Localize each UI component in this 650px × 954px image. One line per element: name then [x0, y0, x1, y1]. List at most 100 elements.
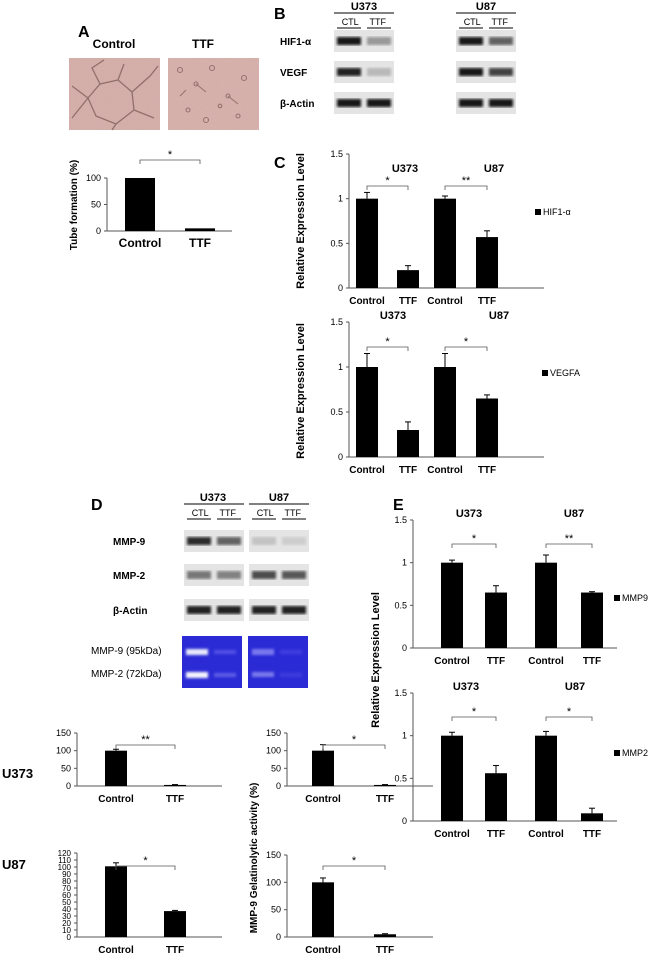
y-tick-label: 100 — [58, 863, 72, 872]
y-tick-label: 10 — [62, 926, 71, 935]
bar-ttf — [185, 228, 215, 231]
y-tick-label: 50 — [271, 763, 281, 773]
legend-label: MMP2 — [622, 748, 648, 758]
bar-control — [105, 866, 127, 937]
lane-label: CTL — [257, 508, 274, 518]
cell-line-label: U87 — [269, 492, 289, 504]
x-tick-label: TTF — [376, 945, 394, 954]
bar-control — [441, 562, 463, 648]
blot-band — [252, 571, 276, 579]
bar-control — [312, 882, 334, 937]
chart-mmp2-expression: 0 0.5 1 1.5 Control TTF Control TTF * * U373 U87 MMP… — [394, 681, 648, 840]
lane-label: CTL — [464, 17, 481, 27]
y-tick-label: 0.5 — [330, 238, 343, 248]
group-label: U87 — [564, 508, 584, 520]
lane-label: TTF — [285, 508, 302, 518]
significance-mark: * — [472, 533, 477, 545]
blot-row-label: MMP-9 — [113, 537, 146, 548]
y-tick-label: 100 — [266, 746, 281, 756]
significance-mark: * — [385, 175, 390, 187]
x-tick-label: Control — [305, 945, 341, 954]
bar-control — [105, 750, 127, 786]
blot-strip — [334, 30, 394, 52]
bar-control — [441, 735, 463, 821]
chart-mmp2-gelatinolytic-u373: 0 50 100 150 Control TTF * — [266, 728, 433, 805]
blot-band — [282, 571, 306, 579]
bar-ttf — [476, 398, 498, 457]
y-tick-label: 150 — [56, 728, 71, 738]
y-tick-label: 1 — [402, 558, 407, 568]
chart-tube-formation: 0 50 100 Control TTF * Tube formation (%) — [69, 149, 232, 250]
significance-bracket — [322, 744, 386, 749]
significance-bracket — [139, 159, 201, 164]
x-tick-label: TTF — [487, 656, 505, 667]
y-tick-label: 40 — [62, 905, 71, 914]
bar-ttf — [374, 784, 396, 786]
y-tick-label: 0 — [66, 781, 71, 791]
y-tick-label: 1.5 — [330, 149, 343, 159]
x-tick-label: TTF — [166, 794, 184, 805]
micrograph-control — [69, 58, 160, 131]
y-tick-label: 150 — [266, 728, 281, 738]
lane-label: TTF — [370, 17, 387, 27]
blot-band — [217, 606, 241, 614]
blot-band — [459, 68, 483, 76]
x-tick-label: Control — [349, 465, 385, 476]
zymography: MMP-9 (95kDa) MMP-2 (72kDa) — [91, 636, 308, 688]
significance-bracket — [366, 346, 409, 351]
significance-mark: * — [464, 336, 469, 348]
y-tick-label: 1 — [338, 362, 343, 372]
y-axis-label: Tube formation (%) — [69, 160, 80, 250]
significance-bracket — [366, 185, 409, 190]
cell-line-label: U373 — [200, 492, 226, 504]
bar-ttf — [476, 237, 498, 288]
blot-band — [252, 537, 276, 545]
y-tick-label: 80 — [62, 877, 71, 886]
y-tick-label: 30 — [62, 912, 71, 921]
blot-band — [337, 99, 361, 107]
ylabel-mmp2-gelatinolytic: MMP-9 Gelatinolytic activity (%) — [249, 783, 260, 934]
blot-band — [187, 537, 211, 545]
panel-a-micrographs: Control TTF — [69, 37, 259, 131]
blot-strip — [184, 530, 244, 552]
bar-control — [312, 750, 334, 786]
panel-label-e: E — [393, 497, 404, 514]
blot-strip — [456, 30, 516, 52]
y-tick-label: 0 — [402, 816, 407, 826]
y-tick-label: 0.5 — [394, 773, 407, 783]
zymo-label-mmp9: MMP-9 (95kDa) — [91, 646, 162, 657]
y-tick-label: 20 — [62, 919, 71, 928]
significance-mark: * — [385, 336, 390, 348]
significance-mark: * — [168, 149, 173, 161]
blot-band — [282, 537, 306, 545]
chart-mmp2-gelatinolytic-u87: 0 50 100 150 Control TTF * — [266, 850, 433, 954]
x-tick-label: Control — [305, 794, 341, 805]
x-tick-label: Control — [98, 945, 134, 954]
significance-mark: ** — [462, 175, 471, 187]
panel-label-b: B — [274, 6, 286, 23]
bar-ttf — [164, 911, 186, 937]
x-tick-label: TTF — [166, 945, 184, 954]
group-label: U373 — [456, 508, 482, 520]
significance-bracket — [545, 543, 593, 548]
x-tick-label: TTF — [376, 794, 394, 805]
significance-mark: * — [567, 706, 572, 718]
significance-mark: * — [472, 706, 477, 718]
x-tick-label: Control — [349, 296, 385, 307]
significance-mark: ** — [565, 533, 574, 545]
legend-swatch — [614, 750, 620, 756]
panel-label-a: A — [78, 24, 90, 41]
blot-band — [337, 37, 361, 45]
bar-control — [434, 198, 456, 288]
y-tick-label: 100 — [86, 173, 101, 183]
group-label: U373 — [380, 310, 406, 322]
bar-control — [535, 735, 557, 821]
blot-strip — [456, 61, 516, 83]
significance-mark: * — [143, 855, 148, 867]
significance-bracket — [444, 346, 488, 351]
y-tick-label: 90 — [62, 870, 71, 879]
y-tick-label: 0.5 — [330, 407, 343, 417]
bar-ttf — [374, 934, 396, 937]
